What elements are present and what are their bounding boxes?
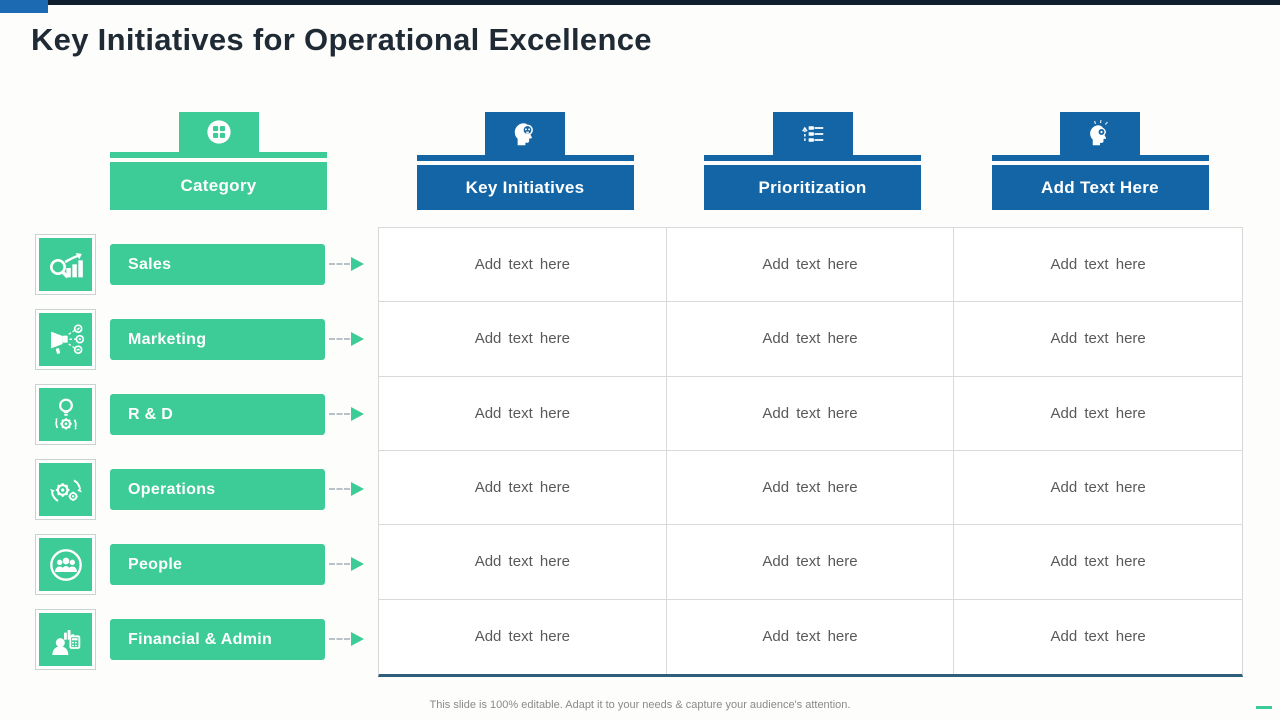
category-icon-frame — [35, 609, 96, 670]
table-cell[interactable]: Add text here — [667, 599, 955, 674]
table-cell[interactable]: Add text here — [379, 451, 667, 526]
sales-analytics-icon — [39, 238, 92, 291]
category-row-people: People — [0, 527, 378, 602]
table-cell[interactable]: Add text here — [954, 525, 1242, 600]
table-cell[interactable]: Add text here — [1050, 628, 1146, 646]
column-header-key-initiatives[interactable]: Key Initiatives — [416, 112, 634, 210]
category-label[interactable]: Marketing — [110, 319, 325, 360]
placeholder-table: Add text here Add text here Add text here A… — [378, 227, 1243, 677]
table-cell[interactable]: Add text here — [379, 525, 667, 600]
category-label[interactable]: R & D — [110, 394, 325, 435]
table-cell[interactable]: Add text here — [379, 302, 667, 377]
connector-arrow-icon — [351, 257, 364, 271]
category-row-r-d: R & D — [0, 377, 378, 452]
column-header-label: Key Initiatives — [416, 165, 634, 210]
category-label[interactable]: People — [110, 544, 325, 585]
category-icon-frame — [35, 459, 96, 520]
table-cell[interactable]: Add text here — [954, 377, 1242, 451]
column-header-add-text-here[interactable]: Add Text Here — [991, 112, 1209, 210]
connector-dashed-line — [329, 563, 350, 565]
footer-dash — [1256, 706, 1272, 709]
connector-dashed-line — [329, 638, 350, 640]
process-gears-icon — [39, 463, 92, 516]
category-row-financial-admin: Financial & Admin — [0, 602, 378, 677]
connector-arrow-icon — [351, 632, 364, 646]
category-label[interactable]: Sales — [110, 244, 325, 285]
column-header-prioritization[interactable]: Prioritization — [704, 112, 921, 210]
category-header-underline — [110, 152, 327, 158]
table-cell[interactable]: Add text here — [379, 376, 667, 451]
category-label[interactable]: Operations — [110, 469, 325, 510]
category-header-label: Category — [110, 162, 327, 210]
table-cell[interactable]: Add text here — [379, 599, 667, 674]
category-header-icon-tab — [178, 112, 259, 152]
people-group-icon — [39, 538, 92, 591]
table-cell[interactable]: Add text here — [954, 228, 1242, 303]
connector-dashed-line — [329, 263, 350, 265]
category-rows: Sales Marketing R & D Operations People Finan… — [0, 227, 378, 677]
connector-arrow-icon — [351, 407, 364, 421]
connector-arrow-icon — [351, 557, 364, 571]
category-label[interactable]: Financial & Admin — [110, 619, 325, 660]
table-cell[interactable]: Add text here — [379, 228, 667, 303]
page-title: Key Initiatives for Operational Excellen… — [31, 22, 652, 57]
table-cell[interactable]: Add text here — [666, 228, 955, 303]
megaphone-icon — [39, 313, 92, 366]
table-cell[interactable]: Add text here — [666, 525, 955, 600]
column-header-underline — [991, 155, 1209, 161]
table-cell[interactable]: Add text here — [666, 302, 955, 377]
priority-sliders-icon — [798, 119, 828, 149]
footer-note: This slide is 100% editable. Adapt it to… — [429, 699, 851, 711]
category-icon-frame — [35, 384, 96, 445]
category-row-marketing: Marketing — [0, 302, 378, 377]
connector-dashed-line — [329, 338, 350, 340]
column-header-icon-tab — [1060, 112, 1140, 155]
column-header-label: Prioritization — [704, 165, 921, 210]
table-cell[interactable]: Add text here — [954, 451, 1242, 526]
top-accent-square — [0, 0, 48, 13]
table-cell[interactable]: Add text here — [666, 376, 955, 451]
idea-head-icon — [510, 119, 540, 149]
brainstorm-head-icon — [1085, 119, 1115, 149]
category-icon-frame — [35, 309, 96, 370]
category-icon-frame — [35, 234, 96, 295]
connector-arrow-icon — [351, 332, 364, 346]
connector-dashed-line — [329, 488, 350, 490]
column-header-underline — [704, 155, 921, 161]
table-cell[interactable]: Add text here — [666, 451, 955, 526]
category-icon-frame — [35, 534, 96, 595]
table-cell[interactable]: Add text here — [954, 302, 1242, 377]
column-header-icon-tab — [772, 112, 853, 155]
category-row-operations: Operations — [0, 452, 378, 527]
column-header-icon-tab — [485, 112, 565, 155]
column-header-underline — [416, 155, 634, 161]
finance-admin-icon — [39, 613, 92, 666]
connector-arrow-icon — [351, 482, 364, 496]
bulb-gear-icon — [39, 388, 92, 441]
category-header[interactable]: Category — [110, 112, 327, 210]
connector-dashed-line — [329, 413, 350, 415]
column-header-label: Add Text Here — [991, 165, 1209, 210]
category-row-sales: Sales — [0, 227, 378, 302]
top-strip — [0, 0, 1280, 5]
grid-icon — [204, 117, 234, 147]
